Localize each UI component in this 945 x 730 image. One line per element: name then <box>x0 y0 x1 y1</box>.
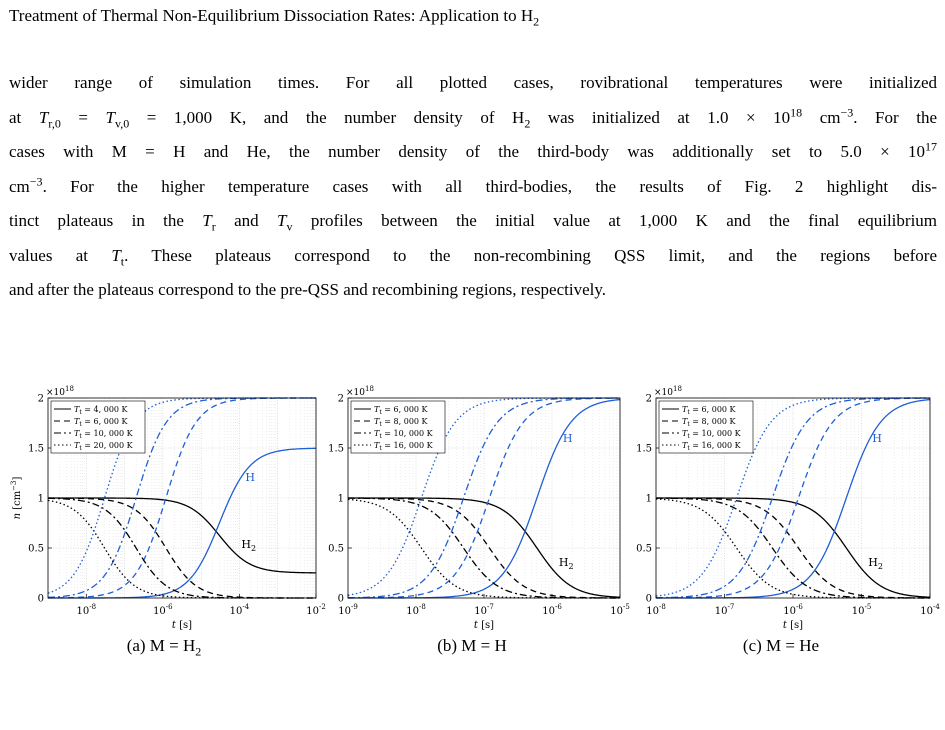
x-axis-label: t [s] <box>474 620 494 631</box>
y-axis-label: n [cm−3] <box>10 476 23 519</box>
legend-label: Tt = 4, 000 K <box>74 405 129 416</box>
running-head-sub: 2 <box>533 14 540 29</box>
series-line-h-dotted <box>347 397 620 596</box>
y-tick-label: 2 <box>646 394 652 405</box>
y-tick-label: 1.5 <box>28 444 44 455</box>
x-tick-label: 10-2 <box>306 603 326 617</box>
legend-label: Tt = 10, 000 K <box>374 429 434 440</box>
series-line-h-dashed <box>655 397 931 599</box>
para-line-6: values at Tt. These plateaus correspond … <box>9 245 937 268</box>
x-tick-label: 10-6 <box>783 603 803 617</box>
legend-label: Tt = 10, 000 K <box>682 429 742 440</box>
x-tick-label: 10-5 <box>852 603 872 617</box>
caption-c: (c) M = He <box>742 636 820 655</box>
para-line-3: cases with M = H and He, the number dens… <box>9 139 937 161</box>
annotation-h2: H2 <box>868 556 883 571</box>
y-tick-label: 0 <box>338 594 344 605</box>
legend-box <box>658 400 754 454</box>
y-tick-label: 2 <box>338 394 344 405</box>
x-tick-label: 10-8 <box>406 603 426 617</box>
x-tick-label: 10-8 <box>646 603 666 617</box>
y-tick-label: 2 <box>38 394 44 405</box>
para-line-5: tinct plateaus in the Tr and Tv profiles… <box>9 211 938 234</box>
series-line-h2-dashdot <box>47 497 316 599</box>
legend-box <box>350 400 446 454</box>
running-head: Treatment of Thermal Non-Equilibrium Dis… <box>9 6 539 29</box>
annotation-h: H <box>563 432 573 445</box>
y-tick-label: 0 <box>646 594 652 605</box>
x-tick-label: 10-6 <box>153 603 173 617</box>
y-tick-label: 1 <box>38 494 44 505</box>
x-tick-label: 10-9 <box>338 603 358 617</box>
y-multiplier: ×1018 <box>346 385 374 398</box>
para-line-2: at Tr,0 = Tv,0 = 1,000 K, and the number… <box>9 104 937 130</box>
annotation-h: H <box>872 432 882 445</box>
body-paragraph: wider range of simulation times. For all… <box>9 66 937 308</box>
chart-panel-b: 10-9 10-8 10-7 10-6 10-5 0 0.5 1 1.5 2×1018 t [s] T… <box>328 385 630 631</box>
x-tick-label: 10-6 <box>542 603 562 617</box>
legend-box <box>50 400 146 454</box>
x-tick-label: 10-8 <box>77 603 97 617</box>
y-tick-label: 1 <box>646 494 652 505</box>
legend-label: Tt = 8, 000 K <box>374 417 429 428</box>
annotation-h: H <box>245 471 255 484</box>
chart-panel-a: 10-8 10-6 10-4 10-2 0 0.5 1 1.5 2×1018 t [s] n [cm… <box>10 385 326 631</box>
x-tick-label: 10-7 <box>474 603 494 617</box>
legend-label: Tt = 16, 000 K <box>374 441 434 452</box>
x-tick-label: 10-4 <box>230 603 250 617</box>
series-line-h-dashdot <box>347 397 620 599</box>
y-tick-label: 0.5 <box>28 544 44 555</box>
y-tick-label: 0 <box>38 594 44 605</box>
legend-label: Tt = 16, 000 K <box>682 441 742 452</box>
annotation-h2: H2 <box>241 538 256 553</box>
legend-label: Tt = 20, 000 K <box>74 441 134 452</box>
running-head-text: Treatment of Thermal Non-Equilibrium Dis… <box>9 6 534 25</box>
y-tick-label: 1 <box>338 494 344 505</box>
para-line-7: and after the plateaus correspond to the… <box>9 280 607 299</box>
x-tick-label: 10-5 <box>610 603 630 617</box>
legend-label: Tt = 8, 000 K <box>682 417 737 428</box>
y-tick-label: 1.5 <box>328 444 344 455</box>
legend-label: Tt = 10, 000 K <box>74 429 134 440</box>
legend-label: Tt = 6, 000 K <box>374 405 429 416</box>
para-line-4: cm−3. For the higher temperature cases w… <box>9 173 937 196</box>
series-line-h2-solid <box>48 497 317 574</box>
y-tick-label: 1.5 <box>636 444 652 455</box>
caption-a: (a) M = H2 <box>126 636 202 659</box>
caption-b: (b) M = H <box>437 636 507 655</box>
y-multiplier: ×1018 <box>654 385 682 398</box>
chart-panel-c: 10-8 10-7 10-6 10-5 10-4 0 0.5 1 1.5 2×1018 t [s] T… <box>636 385 940 631</box>
legend-label: Tt = 6, 000 K <box>682 405 737 416</box>
annotation-h2: H2 <box>559 556 574 571</box>
x-tick-label: 10-4 <box>920 603 940 617</box>
series-line-h2-dashed <box>656 497 930 599</box>
x-tick-label: 10-7 <box>715 603 735 617</box>
y-multiplier: ×1018 <box>46 385 74 398</box>
series-line-h-dashed <box>347 397 621 599</box>
x-axis-label: t [s] <box>783 620 803 631</box>
y-tick-label: 0.5 <box>328 544 344 555</box>
legend-label: Tt = 6, 000 K <box>74 417 129 428</box>
y-tick-label: 0.5 <box>636 544 652 555</box>
x-axis-label: t [s] <box>172 620 192 631</box>
para-line-1: wider range of simulation times. For all… <box>9 73 937 92</box>
